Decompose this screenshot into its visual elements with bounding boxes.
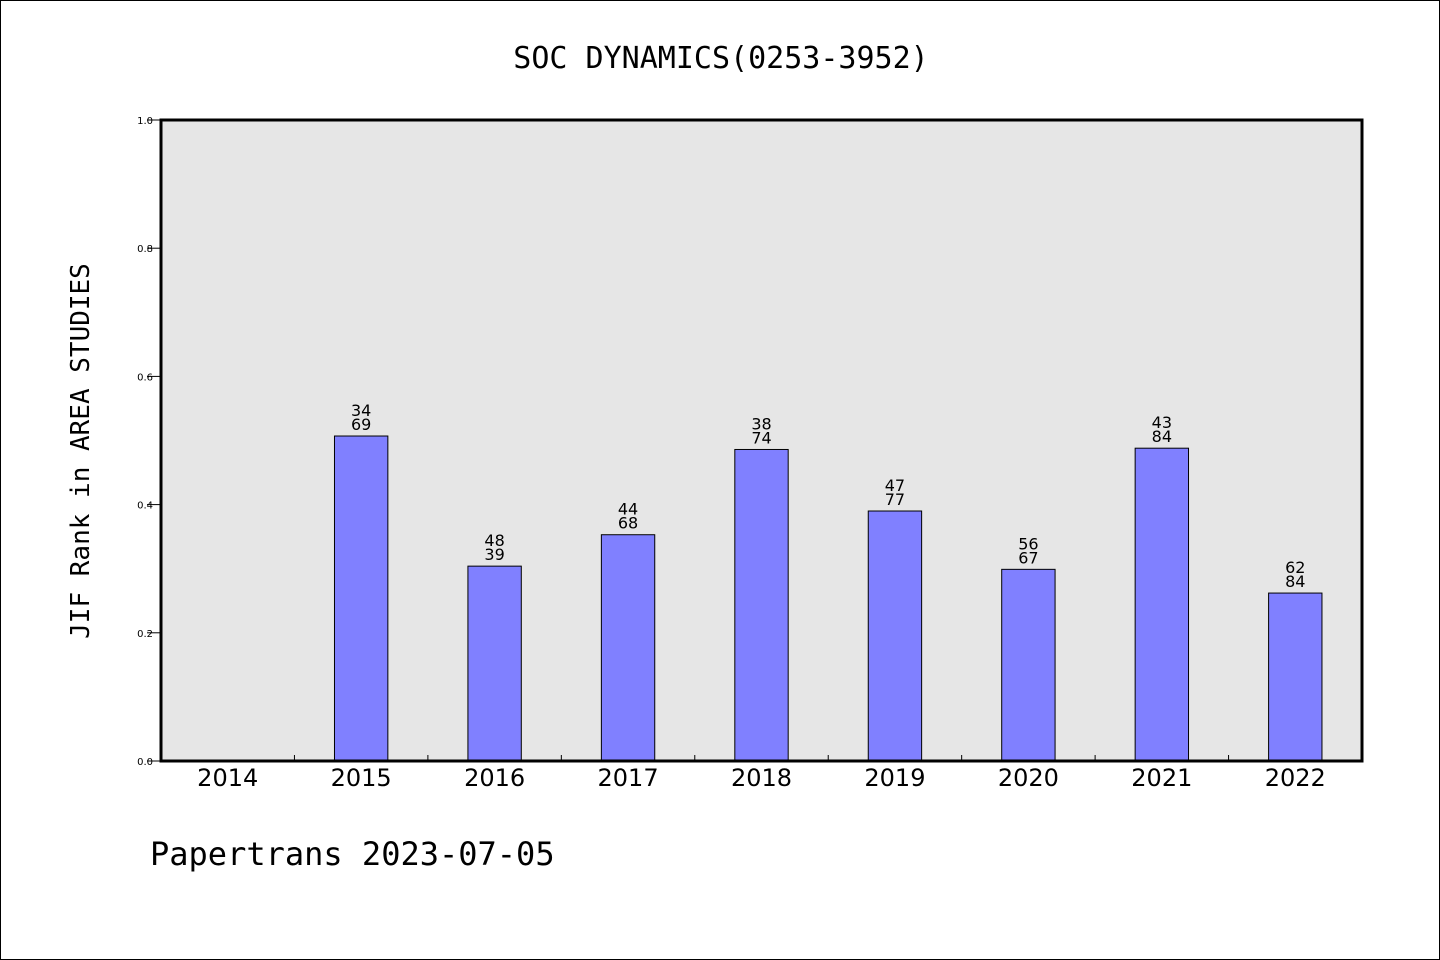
x-tick-label: 2016 <box>464 764 525 792</box>
bar-total-label: 84 <box>1285 572 1305 591</box>
bar-rank-label: 56 <box>1018 534 1038 553</box>
bar-total-label: 69 <box>351 415 371 434</box>
chart-title: SOC DYNAMICS(0253-3952) <box>513 41 928 76</box>
bar-total-label: 39 <box>484 545 504 564</box>
bar-total-label: 84 <box>1152 427 1172 446</box>
y-tick-label: 1.0 <box>137 116 153 127</box>
bar-total-label: 67 <box>1018 548 1038 567</box>
bar <box>1001 568 1056 762</box>
bar <box>1268 592 1323 762</box>
x-tick-label: 2018 <box>731 764 792 792</box>
x-tick-label: 2021 <box>1131 764 1192 792</box>
y-tick-label: 0.4 <box>137 501 153 512</box>
plot-border <box>159 118 1364 763</box>
bar <box>333 435 389 762</box>
bar-rank-label: 43 <box>1152 413 1172 432</box>
bar <box>734 448 789 762</box>
y-tick-label: 0.8 <box>137 244 153 255</box>
bar <box>467 565 522 762</box>
x-tick-label: 2017 <box>598 764 659 792</box>
y-tick-label: 0.6 <box>137 372 153 383</box>
bar-total-label: 74 <box>751 428 771 447</box>
x-tick-label: 2014 <box>197 764 258 792</box>
bar-rank-label: 62 <box>1285 558 1305 577</box>
bar-rank-label: 34 <box>351 401 371 420</box>
x-tick-label: 2019 <box>864 764 925 792</box>
bar-total-label: 77 <box>885 490 905 509</box>
bar <box>1134 447 1190 762</box>
y-axis-label: JIF Rank in AREA STUDIES <box>66 263 96 639</box>
bar <box>867 510 923 762</box>
bar-total-label: 68 <box>618 514 638 533</box>
footer-credit: Papertrans 2023-07-05 <box>150 835 555 873</box>
bar-rank-label: 47 <box>885 476 905 495</box>
bar-rank-label: 44 <box>618 500 638 519</box>
bar-rank-label: 48 <box>484 531 504 550</box>
bar <box>600 534 656 762</box>
x-tick-label: 2015 <box>331 764 392 792</box>
y-tick-label: 0.2 <box>137 629 153 640</box>
x-tick-label: 2022 <box>1265 764 1326 792</box>
y-tick-label: 0.0 <box>137 757 153 768</box>
x-tick-label: 2020 <box>998 764 1059 792</box>
bar-rank-label: 38 <box>751 414 771 433</box>
